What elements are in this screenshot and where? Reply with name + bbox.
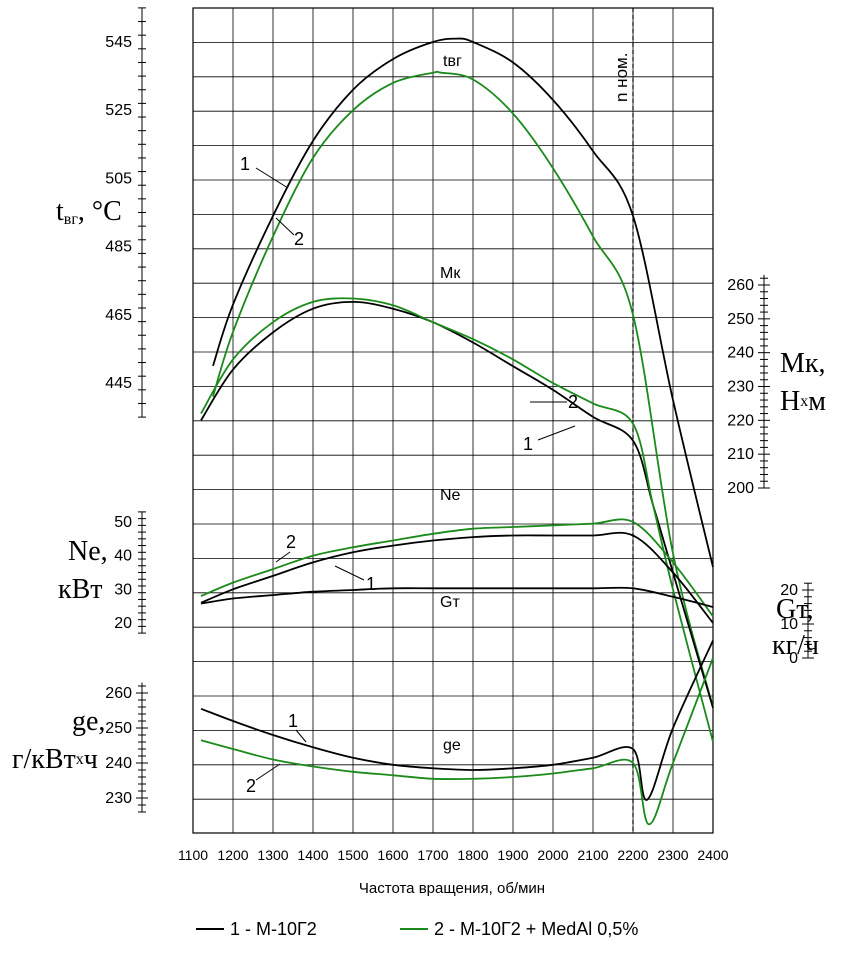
x-tick-label: 2300: [657, 847, 688, 863]
axis-M-tick-label: 210: [727, 446, 754, 463]
curve-label-N: Ne: [440, 487, 461, 504]
x-tick-label: 1200: [217, 847, 248, 863]
chart-series: [200, 37, 714, 826]
x-tick-label: 2400: [697, 847, 728, 863]
marker-M-2: 2: [568, 392, 578, 412]
marker-t-1: 1: [240, 154, 250, 174]
x-tick-label: 1800: [457, 847, 488, 863]
axis-G-tick-label: 0: [789, 650, 798, 667]
x-tick-label: 2200: [617, 847, 648, 863]
curve-label-g: ge: [443, 737, 461, 754]
axis-M-tick-label: 200: [727, 480, 754, 497]
axis-title-M-line2: Нxм: [780, 386, 826, 417]
x-tick-label: 2000: [537, 847, 568, 863]
x-tick-label: 1600: [377, 847, 408, 863]
x-tick-label: 1700: [417, 847, 448, 863]
marker-g-1-leader: [295, 729, 307, 743]
marker-t-1-leader: [255, 167, 289, 189]
axis-g-tick-label: 240: [105, 755, 132, 772]
axis-t-tick-label: 505: [105, 170, 132, 187]
marker-g-1: 1: [288, 711, 298, 731]
series-N-2-line: [200, 518, 714, 617]
axis-title-g: ge, г/кВтxч: [12, 706, 105, 775]
axis-title-N: Ne, кВт: [58, 536, 108, 605]
axis-title-t: tвг, °C: [56, 196, 122, 228]
axis-title-G-line1: Gт,: [776, 594, 813, 625]
axis-N-tick-label: 30: [114, 581, 132, 598]
axis-t-tick-label: 465: [105, 307, 132, 324]
series-M-2-line: [200, 297, 714, 743]
axis-N-tick-label: 50: [114, 514, 132, 531]
marker-N-1: 1: [366, 574, 376, 594]
curve-label-G: Gт: [440, 594, 460, 611]
axis-t-tick-label: 525: [105, 102, 132, 119]
series-M-1-line: [200, 301, 714, 709]
marker-N-2-leader: [275, 551, 291, 563]
x-tick-label: 1900: [497, 847, 528, 863]
axis-title-M: Mк, Нxм: [780, 348, 826, 417]
marker-N-1-leader: [334, 565, 365, 581]
x-tick-label: 2100: [577, 847, 608, 863]
axis-t-tick-label: 445: [105, 375, 132, 392]
series-g-1-line: [200, 640, 714, 801]
axis-t-tick-label: 545: [105, 34, 132, 51]
x-tick-label: 1500: [337, 847, 368, 863]
marker-g-2: 2: [246, 776, 256, 796]
x-tick-label: 1400: [297, 847, 328, 863]
axis-M-tick-label: 260: [727, 277, 754, 294]
axis-N-tick-label: 20: [114, 615, 132, 632]
chart-grid: [192, 7, 714, 834]
axis-title-G: Gт, кг/ч: [772, 594, 819, 661]
chart-axes: 4454654855055255452002102202302402502602…: [105, 7, 814, 813]
axis-g-tick-label: 250: [105, 720, 132, 737]
axis-M-tick-label: 250: [727, 311, 754, 328]
axis-title-t-main: tвг, °C: [56, 196, 122, 228]
x-axis-title: Частота вращения, об/мин: [359, 880, 545, 897]
x-tick-label: 1100: [178, 847, 208, 863]
axis-M-tick-label: 220: [727, 412, 754, 429]
marker-M-1: 1: [523, 434, 533, 454]
axis-M-tick-label: 230: [727, 379, 754, 396]
axis-M-tick-label: 240: [727, 345, 754, 362]
axis-g-tick-label: 260: [105, 685, 132, 702]
marker-t-2-leader: [275, 217, 295, 236]
series-G-1-line: [200, 586, 714, 608]
marker-N-2: 2: [286, 532, 296, 552]
axis-title-g-line2: г/кВтxч: [12, 744, 98, 775]
axis-title-N-line2: кВт: [58, 574, 103, 605]
legend-label-1: 1 - М-10Г2: [230, 919, 317, 939]
axis-G-tick-label: 10: [780, 616, 798, 633]
axis-title-g-line1: ge,: [72, 706, 105, 737]
nominal-speed-label: n ном.: [612, 53, 631, 102]
curve-label-M: Mк: [440, 265, 461, 282]
series-g-2-line: [200, 657, 714, 826]
axis-title-G-line2: кг/ч: [772, 630, 819, 661]
axis-N-tick-label: 40: [114, 548, 132, 565]
series-t-2-line: [212, 70, 714, 708]
axis-g-tick-label: 230: [105, 790, 132, 807]
marker-t-2: 2: [294, 229, 304, 249]
axis-title-N-line1: Ne,: [68, 536, 108, 567]
legend: 1 - М-10Г2 2 - М-10Г2 + MedAl 0,5%: [196, 919, 638, 939]
axis-title-M-line1: Mк,: [780, 348, 826, 379]
marker-g-2-leader: [255, 763, 281, 781]
axis-t-tick-label: 485: [105, 239, 132, 256]
legend-label-2: 2 - М-10Г2 + MedAl 0,5%: [434, 919, 638, 939]
nominal-speed-marker: n ном.: [612, 8, 634, 833]
series-markers: 1 2 1 2 2 1 1 2: [240, 154, 578, 796]
series-N-1-line: [200, 531, 714, 624]
x-tick-labels: 1100 1200 1300 1400 1500 1600 1700 1800 1900 2000…: [178, 847, 729, 863]
axis-G-tick-label: 20: [780, 582, 798, 599]
series-t-1-line: [212, 37, 714, 568]
marker-M-1-leader: [537, 425, 576, 441]
x-tick-label: 1300: [257, 847, 288, 863]
curve-label-t: tвг: [443, 53, 462, 70]
